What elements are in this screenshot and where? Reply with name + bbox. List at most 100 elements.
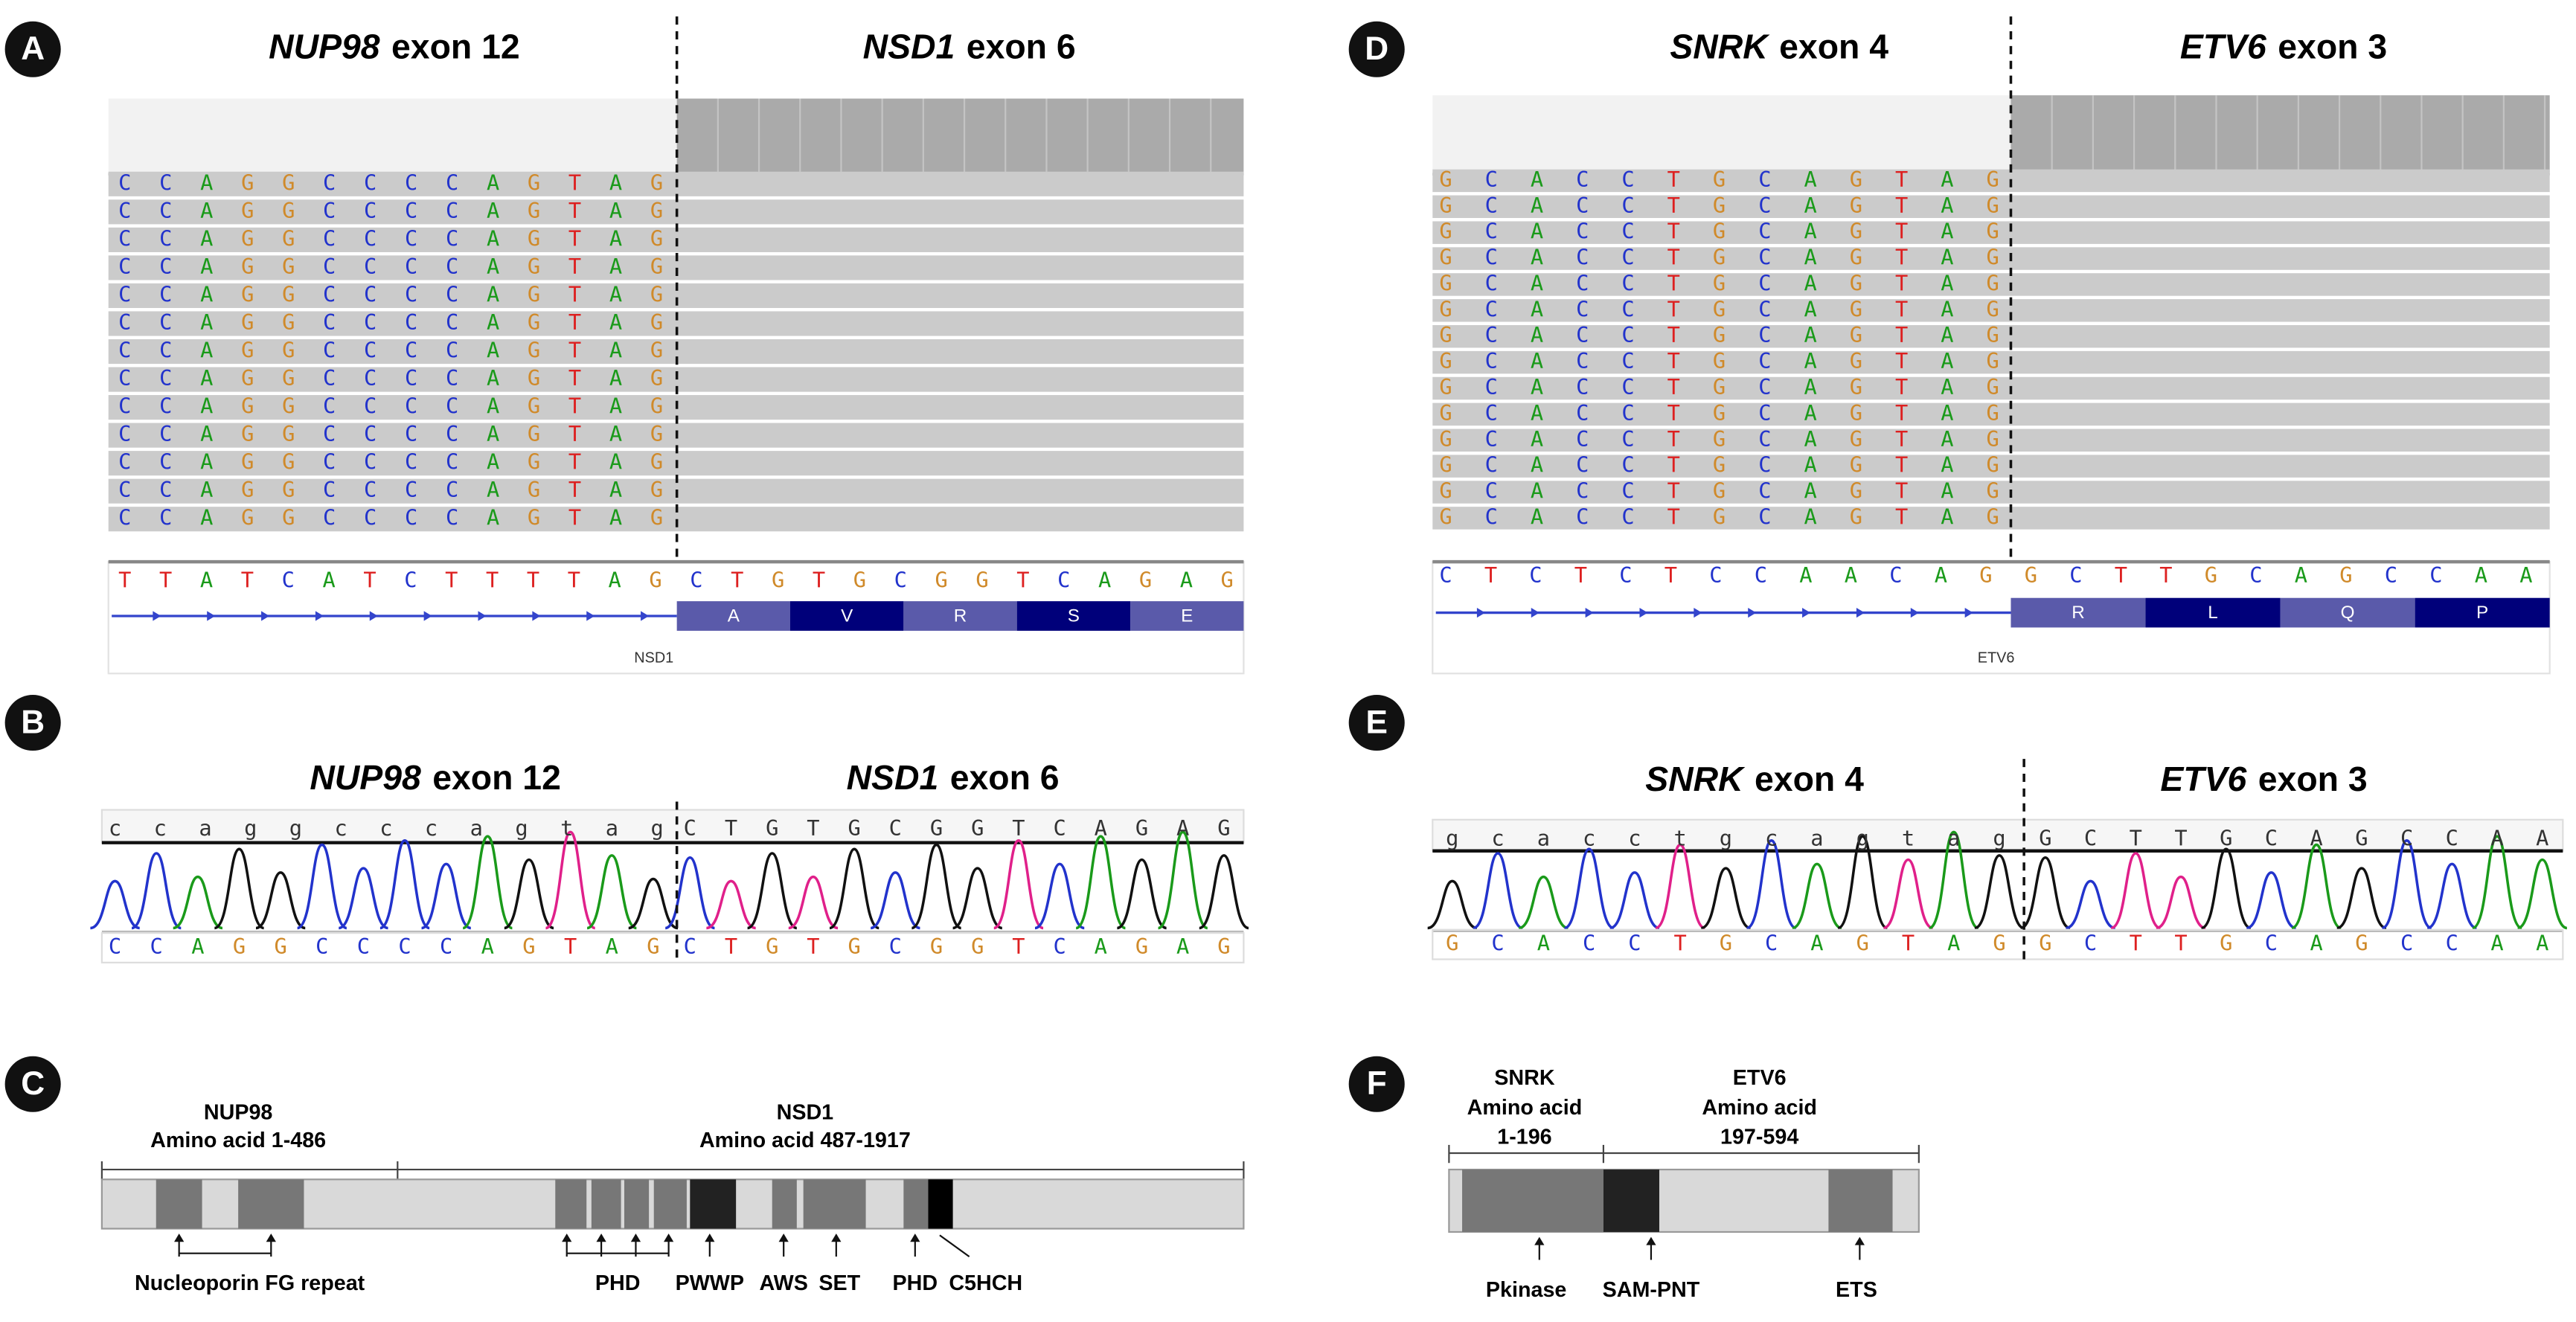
called-base: G bbox=[1217, 815, 1230, 841]
read-base: T bbox=[1667, 348, 1680, 373]
read-base: G bbox=[241, 281, 254, 307]
reference-base: C bbox=[2249, 562, 2262, 588]
read-base: C bbox=[446, 449, 458, 475]
reference-base: G bbox=[2339, 562, 2352, 588]
read-base: G bbox=[1987, 322, 1999, 347]
read-base: G bbox=[1987, 296, 1999, 321]
protein-range: Amino acid bbox=[1702, 1096, 1817, 1120]
read-base: A bbox=[487, 254, 499, 279]
arrow-head bbox=[663, 1233, 674, 1242]
read-base: A bbox=[1941, 219, 1953, 244]
read-base: C bbox=[405, 338, 417, 363]
strand-arrow bbox=[1639, 607, 1648, 618]
read-base: G bbox=[1439, 374, 1452, 400]
read-base: C bbox=[364, 338, 377, 363]
called-base: G bbox=[2220, 825, 2232, 850]
exon-name: exon 4 bbox=[1755, 760, 1864, 798]
called-base: a bbox=[1810, 825, 1823, 850]
read-base: C bbox=[1758, 400, 1771, 426]
trace-base-letter: A bbox=[1095, 934, 1107, 959]
trace-base-letter: T bbox=[2130, 931, 2142, 956]
read-base: C bbox=[1621, 478, 1634, 504]
read-base: A bbox=[1941, 296, 1953, 321]
read-base: C bbox=[364, 170, 377, 195]
read-base: C bbox=[405, 421, 417, 446]
domain-box bbox=[1462, 1169, 1603, 1232]
trace-base-letter: A bbox=[1947, 931, 1960, 956]
read-base: G bbox=[650, 309, 663, 335]
read-base: G bbox=[1850, 374, 1862, 400]
trace-base-letter: G bbox=[2220, 931, 2232, 956]
amino-acid: E bbox=[1181, 606, 1193, 626]
read-base: G bbox=[1713, 374, 1726, 400]
panel-title: SNRK exon 4 bbox=[1645, 760, 1864, 798]
reference-base: G bbox=[2025, 562, 2037, 588]
read-base: C bbox=[1485, 478, 1498, 504]
trace-peak bbox=[1883, 858, 1934, 930]
reference-base: A bbox=[1180, 568, 1193, 593]
read-base: C bbox=[1758, 193, 1771, 218]
coverage-low bbox=[1432, 95, 2011, 173]
trace-peak bbox=[1746, 839, 1797, 930]
read-base: G bbox=[650, 198, 663, 223]
read-base: A bbox=[200, 225, 213, 251]
panel-title: NSD1 exon 6 bbox=[847, 758, 1060, 797]
reference-base: T bbox=[445, 568, 458, 593]
protein-range: Amino acid bbox=[1467, 1096, 1583, 1120]
read-base: C bbox=[323, 338, 336, 363]
read-base: A bbox=[609, 338, 622, 363]
read-base: T bbox=[568, 198, 581, 223]
read-base: C bbox=[1758, 426, 1771, 452]
read-base: G bbox=[1439, 426, 1452, 452]
read-base: G bbox=[1439, 296, 1452, 321]
called-base: c bbox=[109, 815, 121, 841]
reference-base: G bbox=[935, 568, 947, 593]
read-base: G bbox=[1439, 219, 1452, 244]
called-base: a bbox=[606, 815, 618, 841]
panel-letter: F bbox=[1367, 1065, 1387, 1102]
read-base: T bbox=[1895, 426, 1908, 452]
reference-base: C bbox=[1709, 562, 1722, 588]
domain-box bbox=[1603, 1169, 1659, 1232]
read-base: G bbox=[241, 225, 254, 251]
read-base: A bbox=[487, 198, 499, 223]
read-base: A bbox=[1941, 270, 1953, 295]
gene-name: SNRK bbox=[1670, 28, 1770, 66]
read-base: T bbox=[568, 170, 581, 195]
trace-peak bbox=[829, 847, 880, 930]
read-base: A bbox=[487, 394, 499, 419]
read-base: T bbox=[1667, 296, 1680, 321]
reference-base: C bbox=[1755, 562, 1767, 588]
read-base: C bbox=[118, 505, 131, 530]
read-base: C bbox=[1758, 452, 1771, 478]
read-base: A bbox=[1531, 270, 1543, 295]
read-base: C bbox=[1621, 504, 1634, 529]
read-base: C bbox=[118, 338, 131, 363]
reference-base: A bbox=[322, 568, 335, 593]
trace-peak bbox=[1518, 875, 1569, 930]
called-base: a bbox=[199, 815, 211, 841]
read-base: G bbox=[1987, 478, 1999, 504]
read-base: C bbox=[446, 281, 458, 307]
read-base: G bbox=[1713, 296, 1726, 321]
read-base: C bbox=[118, 421, 131, 446]
read-base: G bbox=[1439, 504, 1452, 529]
read-base: G bbox=[282, 477, 295, 502]
read bbox=[1432, 299, 2550, 322]
read-base: C bbox=[323, 254, 336, 279]
read-base: G bbox=[1850, 219, 1862, 244]
strand-arrow bbox=[1856, 607, 1865, 618]
called-base: C bbox=[684, 815, 696, 841]
reference-base: C bbox=[1619, 562, 1632, 588]
read-base: C bbox=[1758, 478, 1771, 504]
read-base: C bbox=[1485, 245, 1498, 270]
trace-base-letter: T bbox=[1673, 931, 1686, 956]
read-base: C bbox=[364, 254, 377, 279]
arrow-head bbox=[1534, 1236, 1545, 1245]
read-base: G bbox=[282, 365, 295, 391]
read-base: C bbox=[118, 365, 131, 391]
read-base: A bbox=[200, 477, 213, 502]
amino-acid: R bbox=[954, 606, 967, 626]
trace-peak bbox=[462, 835, 513, 930]
